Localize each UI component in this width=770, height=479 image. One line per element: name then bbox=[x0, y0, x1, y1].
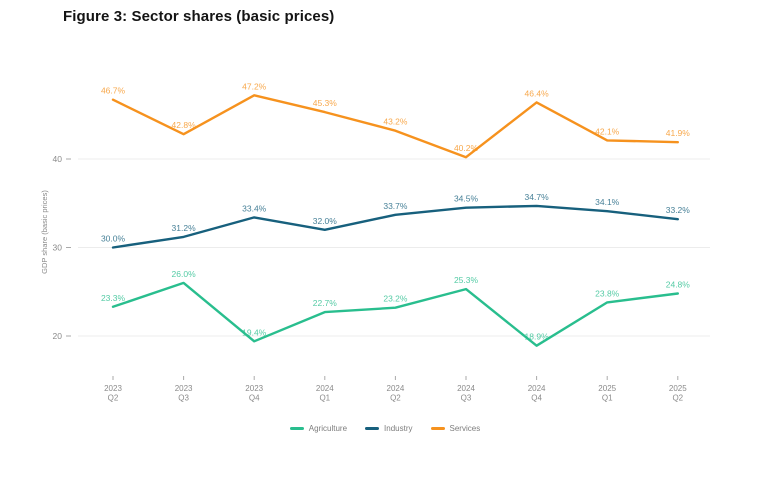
series-industry: 30.0% 31.2% 33.4% 32.0% 33.7% 34.5% 34.7% 34.1%… bbox=[101, 192, 691, 249]
figure-title: Figure 3: Sector shares (basic prices) bbox=[63, 8, 335, 25]
point-label-industry: 33.2% bbox=[666, 205, 691, 215]
point-label-industry: 34.7% bbox=[525, 192, 550, 202]
x-tick-label: 2024 Q1 bbox=[316, 384, 334, 403]
point-label-services: 42.1% bbox=[595, 126, 620, 136]
x-tick-label: 2023 Q4 bbox=[245, 384, 263, 403]
point-label-services: 46.7% bbox=[101, 86, 126, 96]
x-tick-label: 2024 Q2 bbox=[387, 384, 405, 403]
legend-label-agriculture: Agriculture bbox=[308, 424, 348, 433]
point-label-industry: 30.0% bbox=[101, 234, 126, 244]
line-industry bbox=[111, 204, 679, 249]
x-tick-label: 2025 Q2 bbox=[669, 384, 687, 403]
x-tick-label: 2023 Q3 bbox=[175, 384, 193, 403]
point-label-agriculture: 18.9% bbox=[525, 332, 550, 342]
legend-item-services[interactable]: Services bbox=[430, 424, 481, 433]
point-label-agriculture: 23.2% bbox=[383, 294, 408, 304]
x-tick-label: 2024 Q4 bbox=[528, 384, 546, 403]
point-label-agriculture: 19.4% bbox=[242, 327, 267, 337]
line-agriculture bbox=[111, 281, 679, 347]
point-label-services: 41.9% bbox=[666, 128, 691, 138]
series-services: 46.7% 42.8% 47.2% 45.3% 43.2% 40.2% 46.4% 42.1%… bbox=[101, 81, 691, 159]
point-label-agriculture: 22.7% bbox=[313, 298, 338, 308]
series-agriculture: 23.3% 26.0% 19.4% 22.7% 23.2% 25.3% 18.9% 23.8%… bbox=[101, 269, 691, 347]
point-label-industry: 31.2% bbox=[172, 223, 197, 233]
x-axis: 2023 Q2 2023 Q3 2023 Q4 2024 Q1 2024 Q2 2024 Q3 2024… bbox=[104, 376, 687, 403]
line-services bbox=[111, 94, 679, 159]
x-tick-label: 2023 Q2 bbox=[104, 384, 122, 403]
point-label-agriculture: 23.8% bbox=[595, 288, 620, 298]
point-label-industry: 33.4% bbox=[242, 203, 267, 213]
point-label-services: 47.2% bbox=[242, 81, 267, 91]
x-tick-label: 2024 Q3 bbox=[457, 384, 475, 403]
point-label-services: 43.2% bbox=[383, 117, 408, 127]
y-tick-label: 30 bbox=[53, 243, 63, 253]
gridlines bbox=[78, 158, 710, 337]
point-label-services: 40.2% bbox=[454, 143, 479, 153]
legend-label-services: Services bbox=[449, 424, 481, 433]
point-label-agriculture: 23.3% bbox=[101, 293, 126, 303]
point-label-industry: 32.0% bbox=[313, 216, 338, 226]
y-tick-label: 40 bbox=[53, 154, 63, 164]
legend-item-agriculture[interactable]: Agriculture bbox=[289, 424, 348, 433]
point-label-services: 45.3% bbox=[313, 98, 338, 108]
point-label-services: 42.8% bbox=[172, 120, 197, 130]
point-label-agriculture: 24.8% bbox=[666, 280, 691, 290]
point-label-industry: 33.7% bbox=[383, 201, 408, 211]
point-label-industry: 34.5% bbox=[454, 194, 479, 204]
legend-swatch-services bbox=[430, 427, 445, 430]
point-label-industry: 34.1% bbox=[595, 197, 620, 207]
point-label-services: 46.4% bbox=[525, 88, 550, 98]
point-label-agriculture: 25.3% bbox=[454, 275, 479, 285]
legend-label-industry: Industry bbox=[384, 424, 413, 433]
y-tick-label: 20 bbox=[53, 331, 63, 341]
y-axis-title: GDP share (basic prices) bbox=[40, 190, 49, 274]
y-axis: 40 30 20 GDP share (basic prices) bbox=[40, 154, 71, 341]
legend-swatch-agriculture bbox=[289, 427, 304, 430]
legend-item-industry[interactable]: Industry bbox=[365, 424, 413, 433]
x-tick-label: 2025 Q1 bbox=[598, 384, 616, 403]
chart-legend: Agriculture Industry Services bbox=[0, 424, 770, 433]
point-label-agriculture: 26.0% bbox=[172, 269, 197, 279]
legend-swatch-industry bbox=[365, 427, 380, 430]
